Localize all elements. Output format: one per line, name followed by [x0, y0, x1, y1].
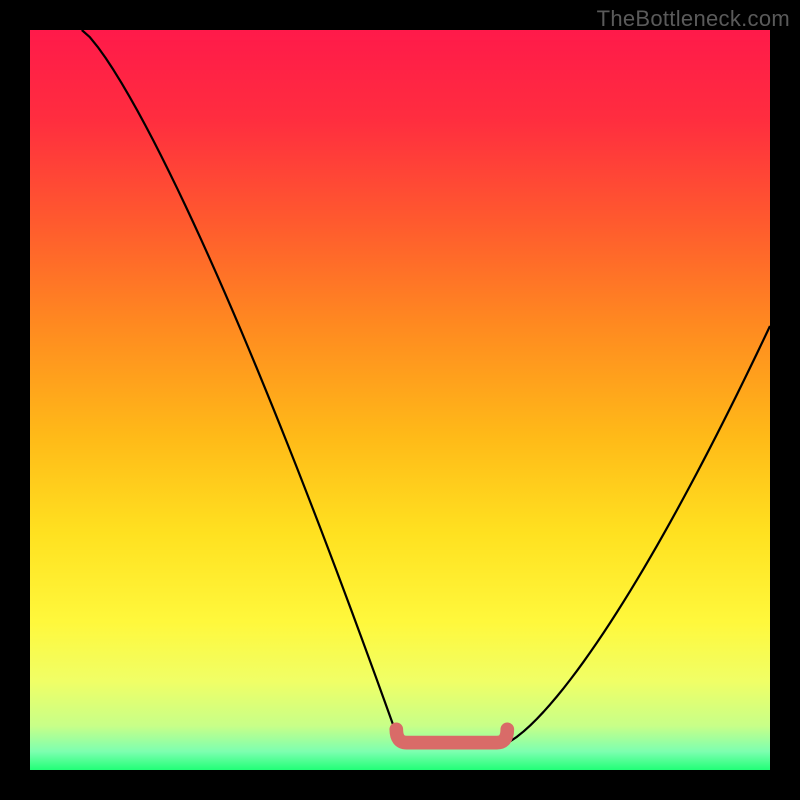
bottleneck-curve — [30, 30, 770, 770]
watermark-text: TheBottleneck.com — [597, 6, 790, 32]
plot-area — [30, 30, 770, 770]
chart-container: TheBottleneck.com — [0, 0, 800, 800]
